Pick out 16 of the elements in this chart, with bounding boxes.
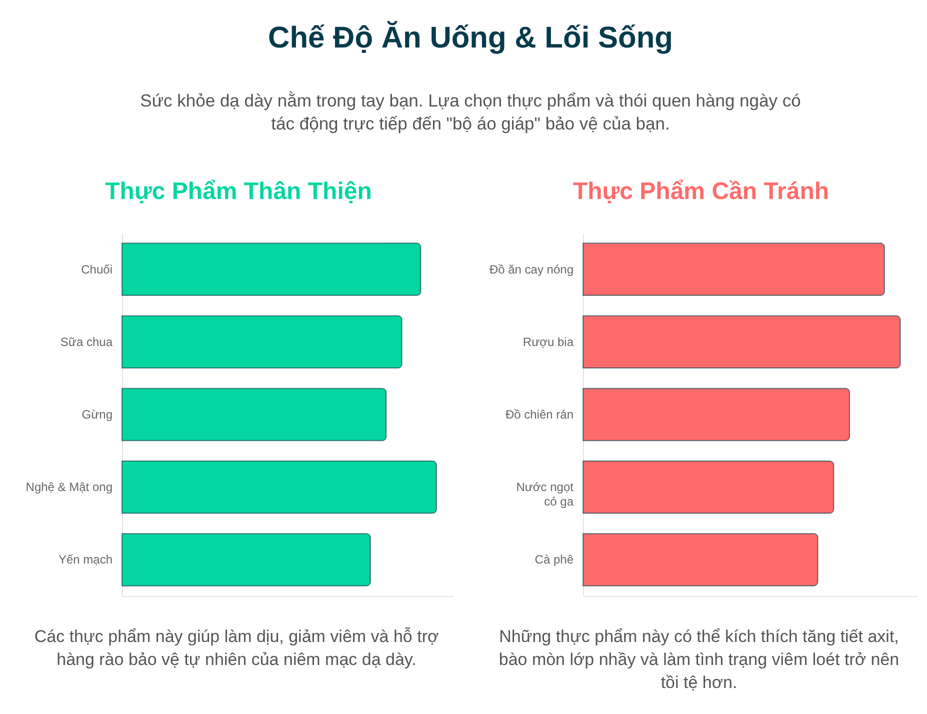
y-tick-label: Đồ chiên rán [505,408,574,422]
y-tick-label: Rượu bia [522,334,574,349]
text: Những thực phẩm này có thể kích thích tăng tiết axit, bào mòn lớp nhầy và làm tình trạng viêm loét trở nên tồi tệ hơn. [498,627,900,692]
text: Chế Độ Ăn Uống & Lối Sống [268,20,673,54]
y-tick-label: Gừng [82,408,112,422]
y-tick-label: Đồ ăn cay nóng [489,262,574,276]
y-tick-label: Chuối [81,262,112,276]
y-tick-label: Nước ngọt có ga [516,480,574,509]
chart-title: Thực Phẩm Cần Tránh [572,178,830,205]
text: Sức khỏe dạ dày nằm trong tay bạn. Lựa chọn thực phẩm và thói quen hàng ngày có tác động trực tiếp đến "bộ áo giáp" bảo vệ của bạn. [140,90,801,134]
chart-title: Thực Phẩm Thân Thiện [105,178,372,205]
y-tick-label: Yến mạch [58,552,112,567]
y-tick-label: Nghệ & Mật ong [26,480,112,494]
y-tick-label: Cà phê [534,552,574,567]
text: Các thực phẩm này giúp làm dịu, giảm viêm và hỗ trợ hàng rào bảo vệ tự nhiên của niêm mạc dạ dày. [34,627,439,669]
y-tick-label: Sữa chua [60,334,113,349]
